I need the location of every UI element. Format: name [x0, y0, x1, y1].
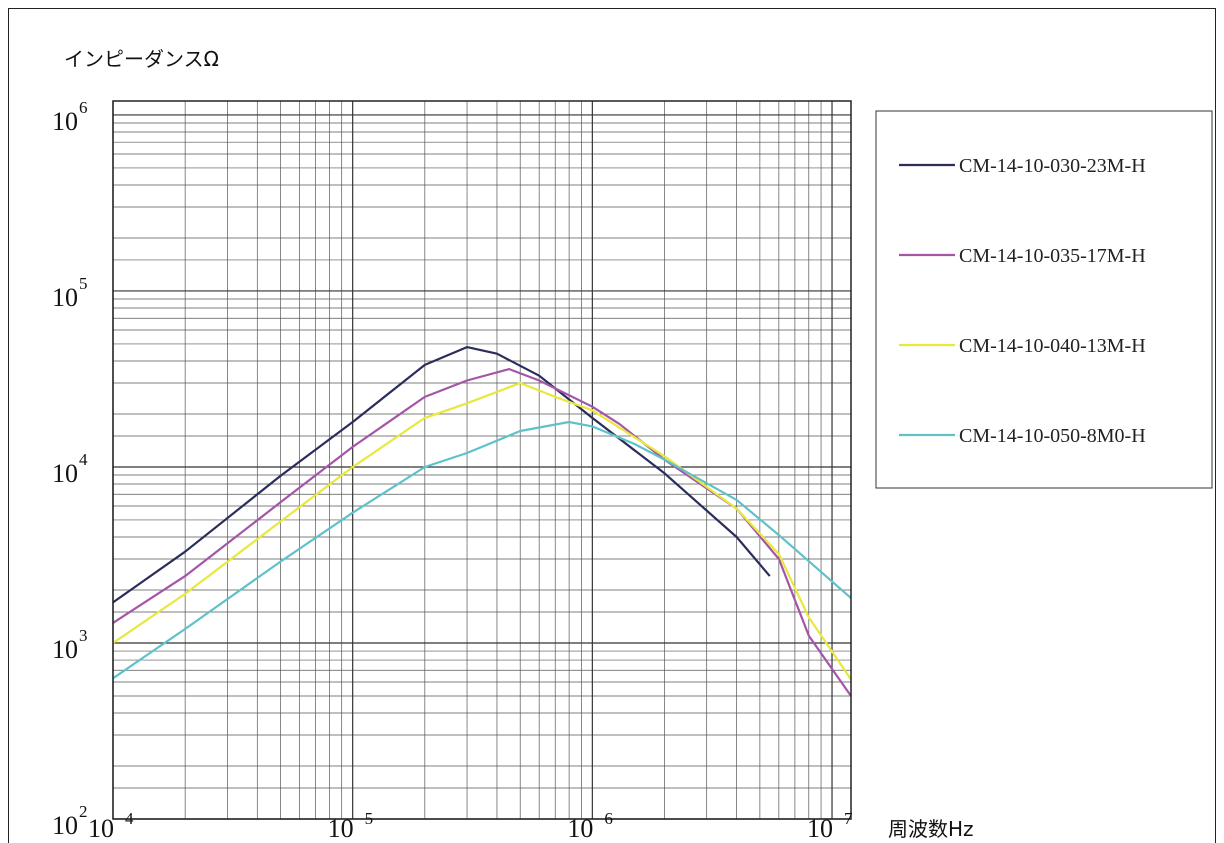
- y-tick-exponent: 6: [79, 98, 88, 117]
- y-tick-exponent: 4: [79, 450, 88, 469]
- x-tick-label: 10: [328, 814, 354, 843]
- major-grid: [112, 101, 851, 820]
- series-line: [112, 381, 852, 681]
- y-tick-label: 10: [52, 635, 78, 664]
- chart-frame: [8, 8, 1216, 843]
- y-tick-label: 10: [52, 459, 78, 488]
- legend-label: CM-14-10-040-13M-H: [959, 335, 1146, 357]
- series-line: [112, 420, 852, 680]
- series-lines: [112, 346, 852, 697]
- x-tick-label: 10: [567, 814, 593, 843]
- plot-border: [112, 100, 852, 820]
- minor-grid: [113, 101, 851, 819]
- y-tick-label: 10: [52, 107, 78, 136]
- y-tick-label: 10: [52, 811, 78, 840]
- series-line: [112, 368, 852, 697]
- y-tick-exponent: 2: [79, 802, 88, 821]
- series-line: [112, 346, 771, 604]
- x-tick-label: 10: [807, 814, 833, 843]
- x-tick-exponent: 6: [604, 809, 613, 828]
- legend-box: [875, 110, 1213, 489]
- y-tick-exponent: 3: [79, 626, 88, 645]
- x-tick-label: 10: [88, 814, 114, 843]
- legend-label: CM-14-10-035-17M-H: [959, 245, 1146, 267]
- x-tick-exponent: 4: [125, 809, 134, 828]
- y-tick-label: 10: [52, 283, 78, 312]
- x-axis-label: 周波数Hz: [888, 817, 974, 841]
- legend-label: CM-14-10-050-8M0-H: [959, 425, 1146, 447]
- x-tick-exponent: 5: [365, 809, 374, 828]
- x-tick-labels: 10 4 10 5 10 6 10 7: [88, 809, 853, 843]
- legend: CM-14-10-030-23M-H CM-14-10-035-17M-H CM-1…: [875, 110, 1213, 489]
- legend-label: CM-14-10-030-23M-H: [959, 155, 1146, 177]
- y-tick-exponent: 5: [79, 274, 88, 293]
- x-tick-exponent: 7: [844, 809, 853, 828]
- y-axis-label: インピーダンスΩ: [64, 47, 219, 71]
